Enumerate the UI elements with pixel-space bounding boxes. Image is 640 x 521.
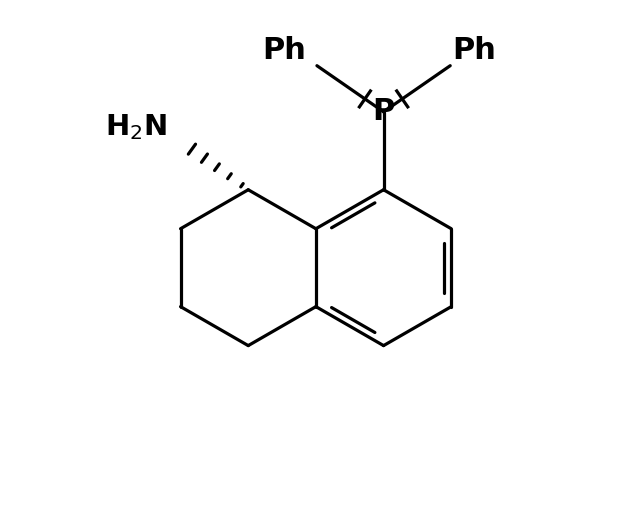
Text: P: P — [372, 97, 395, 126]
Text: H$_2$N: H$_2$N — [105, 113, 167, 142]
Text: Ph: Ph — [262, 36, 306, 65]
Text: Ph: Ph — [452, 36, 496, 65]
